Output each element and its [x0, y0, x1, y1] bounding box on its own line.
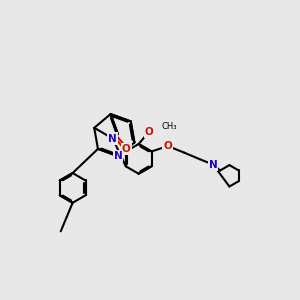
- Text: N: N: [209, 160, 218, 170]
- Text: O: O: [122, 144, 130, 154]
- Text: CH₃: CH₃: [162, 122, 177, 131]
- Text: O: O: [145, 127, 153, 136]
- Text: O: O: [164, 141, 172, 151]
- Text: N: N: [108, 134, 117, 143]
- Text: N: N: [114, 151, 122, 161]
